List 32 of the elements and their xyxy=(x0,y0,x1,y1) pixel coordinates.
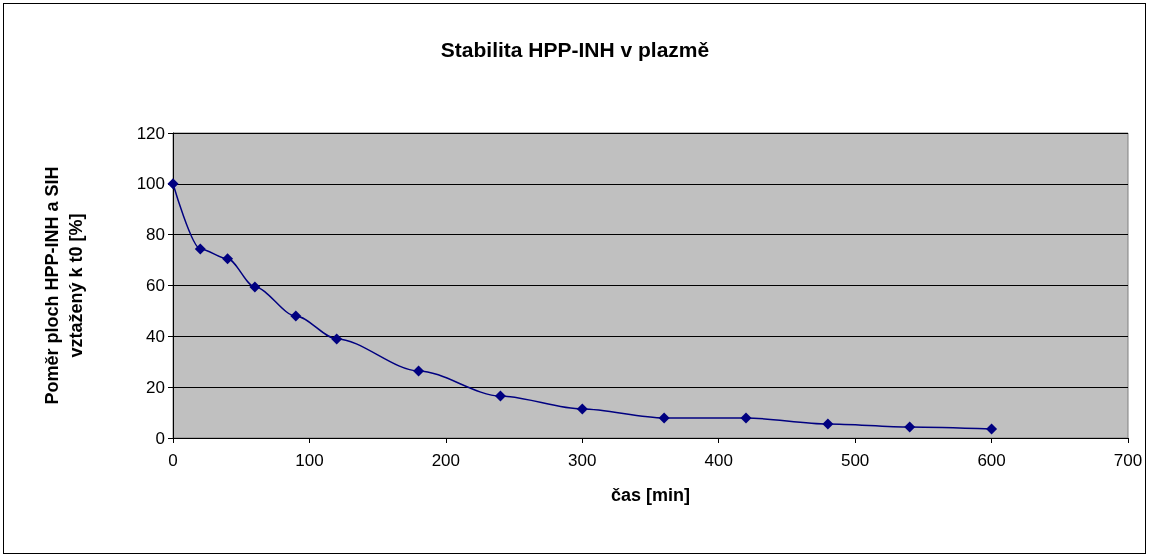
x-tick-label: 100 xyxy=(295,451,324,470)
y-tick-label: 100 xyxy=(136,174,165,194)
y-tick-label: 120 xyxy=(136,123,165,143)
y-tick-label: 0 xyxy=(155,428,165,448)
point xyxy=(249,281,261,293)
point xyxy=(290,310,302,322)
y-tick-label: 20 xyxy=(146,377,165,397)
point xyxy=(740,412,752,424)
y-tick-label: 80 xyxy=(146,225,165,245)
point xyxy=(822,418,834,430)
point xyxy=(658,412,670,424)
point xyxy=(222,253,234,265)
x-axis-title: čas [min] xyxy=(610,485,691,505)
x-tick-label: 0 xyxy=(168,451,178,470)
point xyxy=(167,178,179,190)
point xyxy=(986,423,998,435)
chart-title: Stabilita HPP-INH v plazmě xyxy=(440,38,710,61)
point xyxy=(194,243,206,255)
y-tick-label: 40 xyxy=(146,326,165,346)
x-tick-label: 300 xyxy=(568,451,597,470)
x-tick-label: 600 xyxy=(977,451,1006,470)
x-tick-label: 500 xyxy=(840,451,870,470)
x-tick-label: 400 xyxy=(704,451,733,470)
point xyxy=(331,333,343,345)
y-tick-label: 60 xyxy=(146,276,165,295)
point xyxy=(904,421,916,433)
point xyxy=(413,365,425,377)
x-tick-label: 700 xyxy=(1113,451,1143,470)
y-axis-title: Poměr ploch HPP-INH a SIH vztažený k t0 [%] xyxy=(42,166,86,405)
point xyxy=(494,390,506,402)
x-tick-label: 200 xyxy=(431,451,461,470)
point xyxy=(576,403,588,415)
